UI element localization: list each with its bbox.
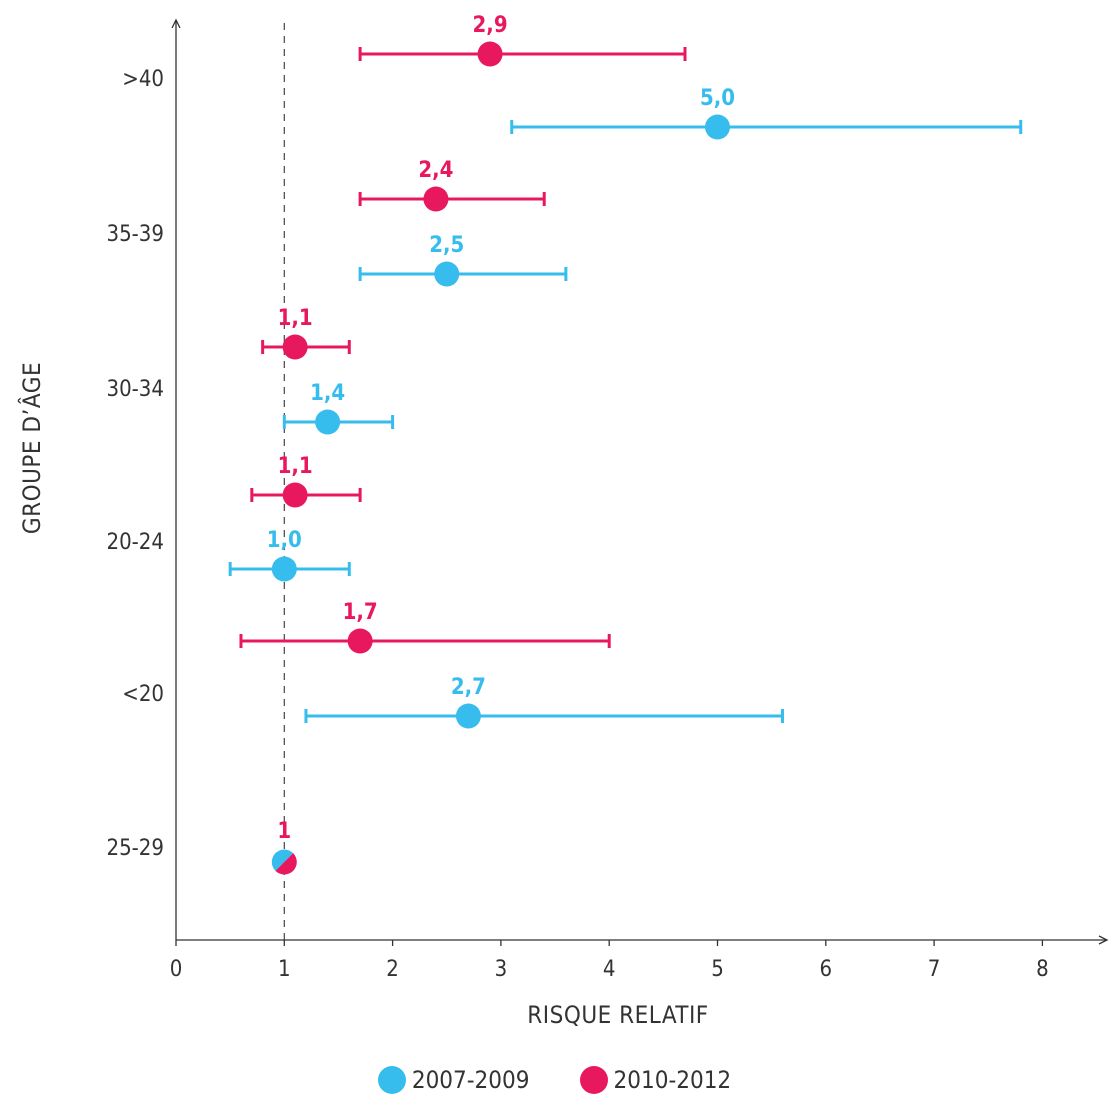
data-label: 1,1: [278, 454, 313, 479]
data-label: 2,9: [473, 13, 508, 38]
point-marker: [434, 261, 460, 287]
data-point-group: 2,5: [358, 233, 568, 287]
x-tick-label: 4: [603, 957, 616, 982]
point-marker: [423, 186, 449, 212]
data-label: 1,0: [267, 528, 302, 553]
category-label: 20-24: [106, 530, 164, 555]
point-marker: [315, 409, 341, 435]
legend-swatch-pink: [579, 1066, 608, 1094]
category-label: 35-39: [106, 222, 164, 247]
x-tick-label: 0: [170, 957, 183, 982]
category-label: 30-34: [106, 377, 164, 402]
legend: 2007-2009 2010-2012: [0, 1062, 1109, 1098]
data-point-group: 1,4: [282, 381, 395, 435]
x-tick-label: 1: [278, 957, 291, 982]
data-marks: 2,9 5,0 2,4 2,5 1,1 1,4 1,1 1,0 1,7 2,7 1: [228, 13, 1023, 875]
x-axis-arrow: [1098, 935, 1109, 945]
axes: [171, 18, 1109, 945]
x-tick-label: 5: [711, 957, 724, 982]
x-tick-label: 8: [1036, 957, 1049, 982]
reference-point-pink-half: [275, 853, 297, 875]
x-tick-labels: 0 1 2 3 4 5 6 7 8: [170, 940, 1049, 982]
point-marker: [282, 334, 308, 360]
category-label: <20: [122, 682, 164, 707]
data-label: 1,7: [343, 600, 378, 625]
category-label: >40: [122, 67, 164, 92]
data-label: 5,0: [700, 86, 735, 111]
data-label: 1,4: [310, 381, 345, 406]
category-labels: >40 35-39 30-34 20-24 <20 25-29: [106, 67, 164, 861]
x-tick-label: 6: [820, 957, 833, 982]
reference-point-label: 1: [277, 819, 291, 844]
legend-item-2007-2009: 2007-2009: [377, 1066, 530, 1094]
legend-swatch-blue: [377, 1066, 406, 1094]
y-axis-arrow: [171, 18, 181, 29]
forest-plot-chart: 0 1 2 3 4 5 6 7 8 >40 35-39 30-34 20-24 <20 25-29 2,9…: [17, 13, 1109, 1029]
x-tick-label: 2: [386, 957, 399, 982]
data-point-group: 2,9: [358, 13, 687, 67]
data-label: 2,4: [418, 158, 453, 183]
data-label: 1,1: [278, 306, 313, 331]
data-point-group: 1,1: [261, 306, 351, 360]
point-marker: [477, 41, 503, 67]
x-axis-title: RISQUE RELATIF: [527, 1001, 708, 1029]
y-axis-title: GROUPE D’ÂGE: [17, 362, 46, 534]
category-label: 25-29: [106, 836, 164, 861]
point-marker: [455, 703, 481, 729]
x-tick-label: 7: [928, 957, 941, 982]
data-point-group: 2,4: [358, 158, 546, 212]
point-marker: [705, 114, 730, 140]
legend-item-2010-2012: 2010-2012: [579, 1066, 732, 1094]
data-point-group: 1,0: [228, 528, 351, 582]
data-point-group: 5,0: [510, 86, 1023, 140]
reference-point-blue-half: [271, 849, 294, 871]
data-label: 2,7: [451, 675, 486, 700]
point-marker: [347, 628, 373, 654]
data-point-group: 2,7: [304, 675, 784, 729]
data-point-group: 1,7: [239, 600, 611, 654]
point-marker: [282, 482, 308, 508]
x-tick-label: 3: [495, 957, 508, 982]
legend-label: 2010-2012: [613, 1066, 732, 1094]
point-marker: [271, 556, 297, 582]
data-point-group: 1,1: [250, 454, 362, 508]
data-label: 2,5: [429, 233, 464, 258]
reference-point-group: 1: [271, 819, 297, 875]
legend-label: 2007-2009: [411, 1066, 530, 1094]
